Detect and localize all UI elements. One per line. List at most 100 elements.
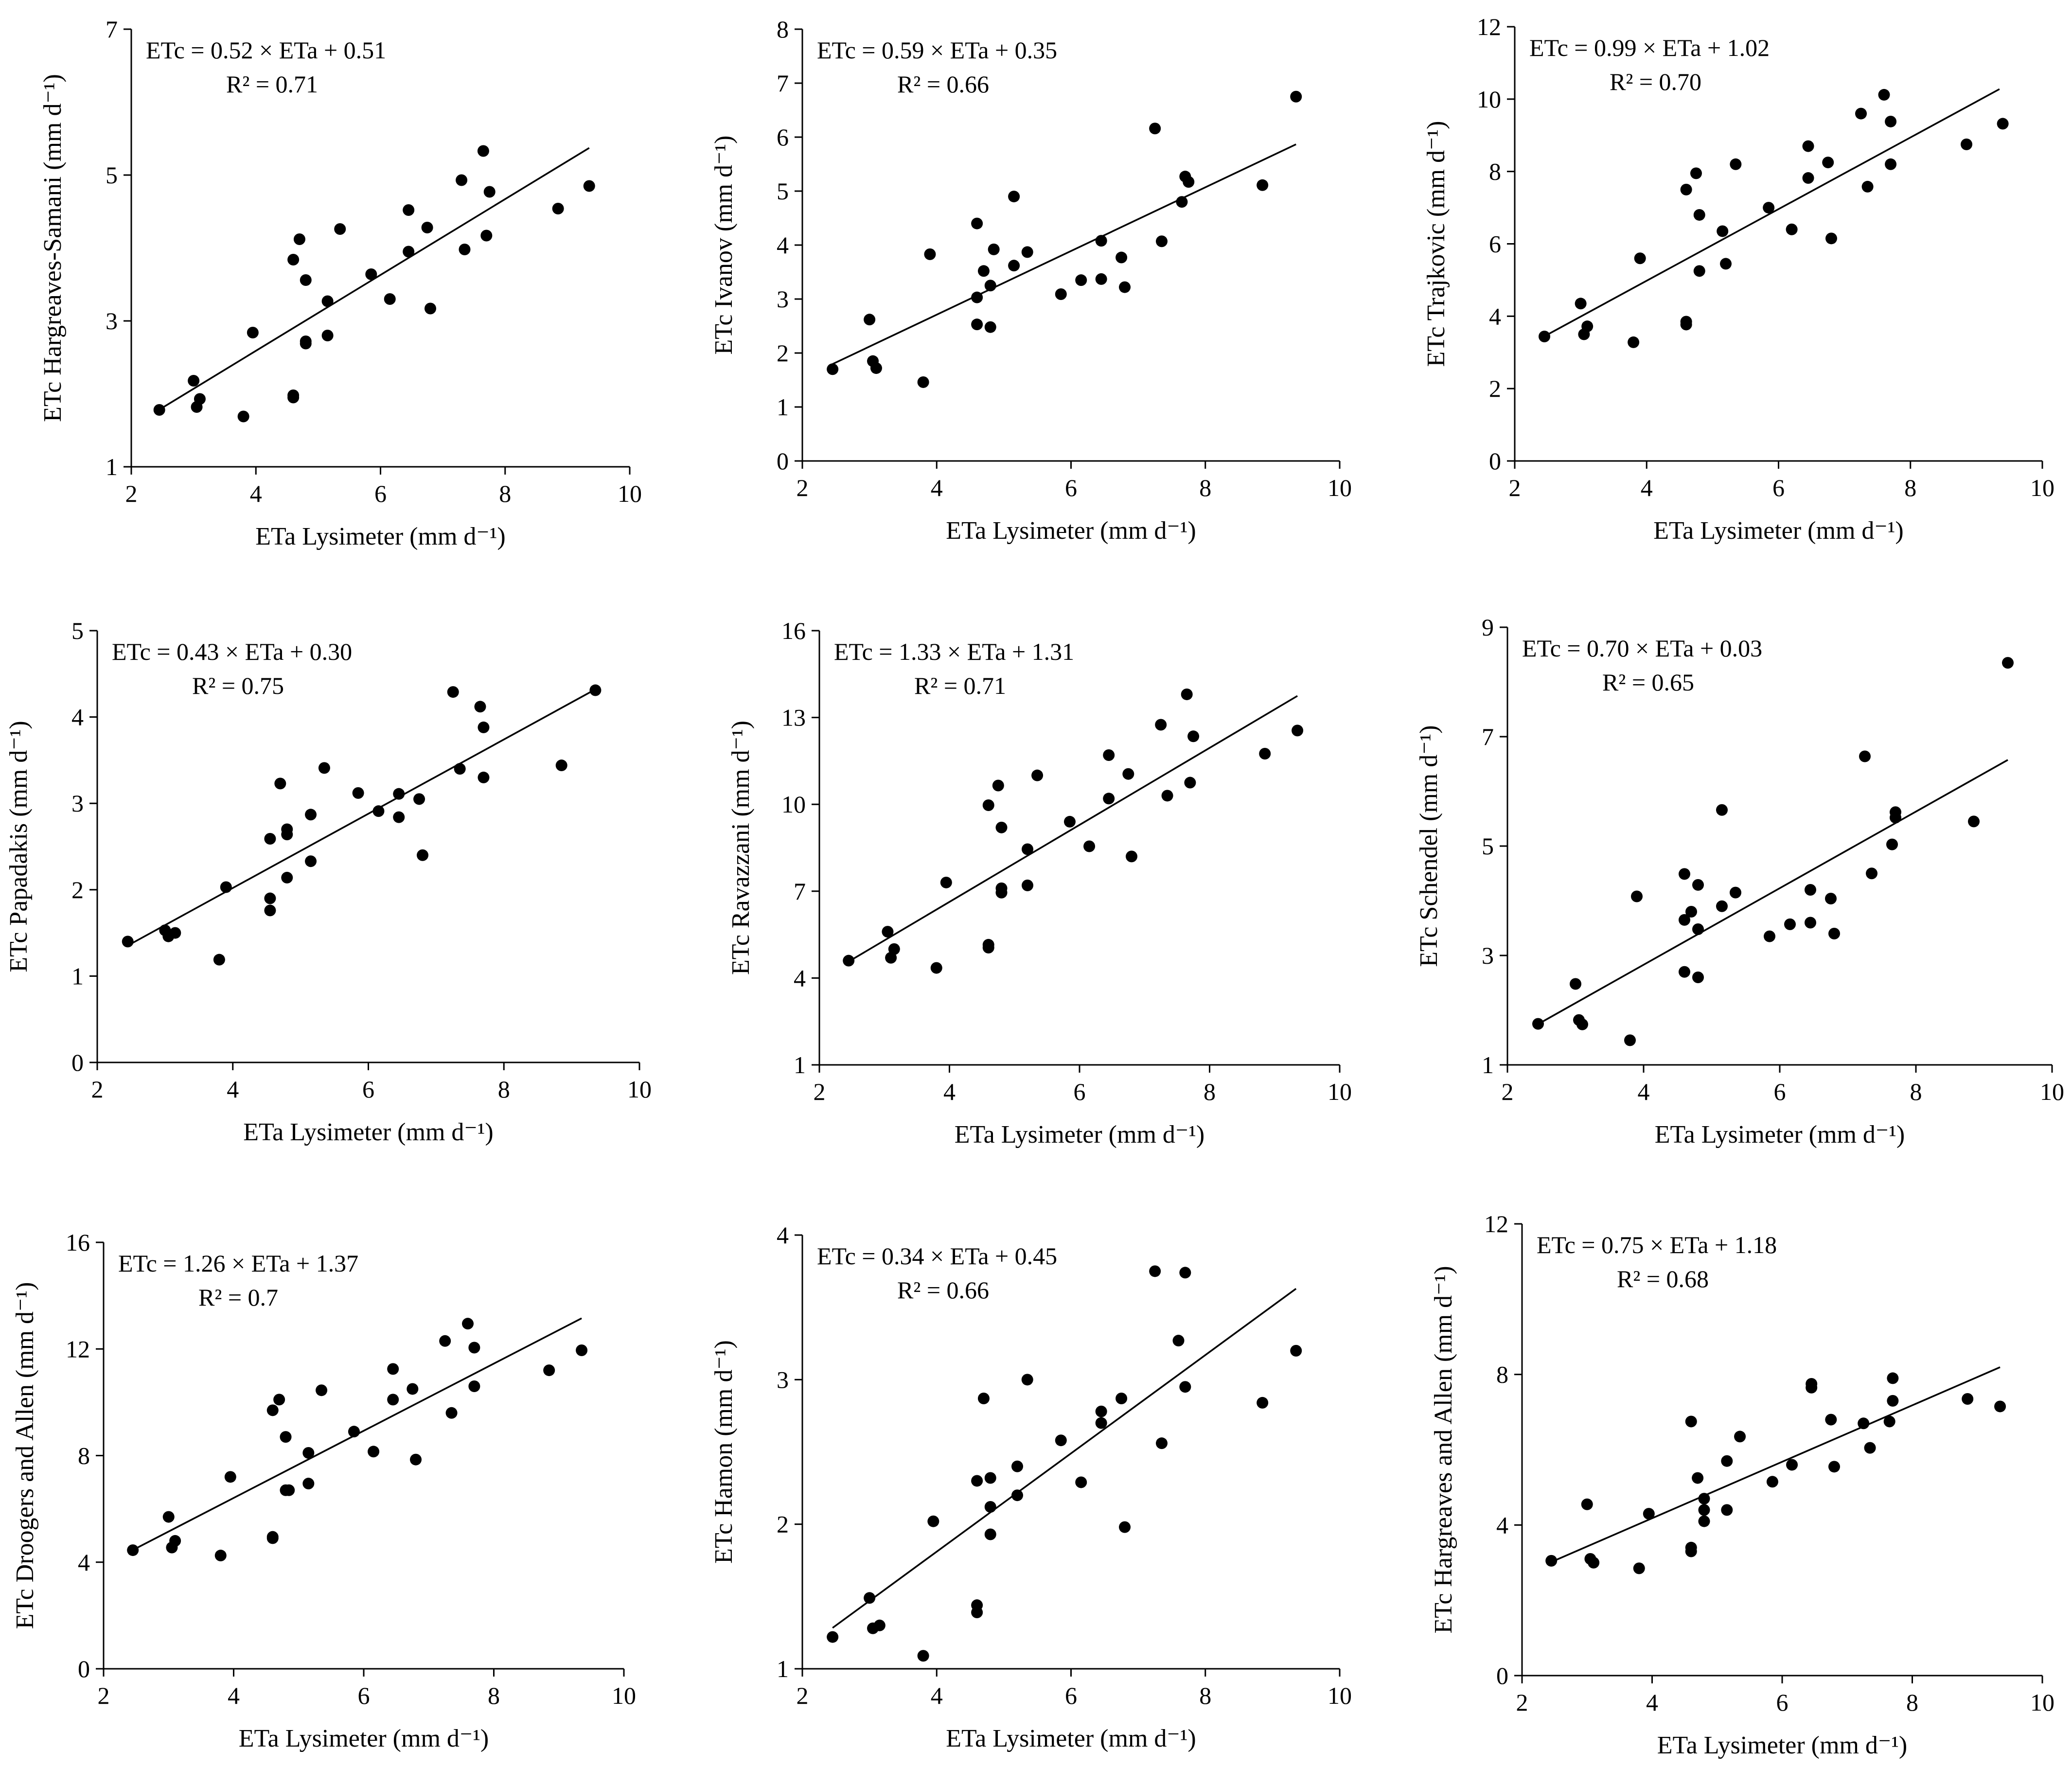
- data-point: [1886, 838, 1898, 850]
- data-point: [403, 246, 415, 258]
- data-point: [971, 217, 983, 230]
- y-axis-title: ETc Droogers and Allen (mm d⁻¹): [11, 1282, 39, 1629]
- x-tick-label: 4: [1638, 1078, 1650, 1105]
- data-point: [1784, 918, 1796, 930]
- data-point: [456, 174, 468, 186]
- data-point: [1690, 167, 1702, 179]
- y-tick-label: 4: [78, 1549, 90, 1576]
- data-point: [302, 1478, 315, 1490]
- x-tick-label: 8: [1910, 1078, 1922, 1105]
- x-tick-label: 4: [931, 474, 943, 501]
- data-point: [316, 1384, 328, 1396]
- data-point: [417, 849, 428, 861]
- y-tick-label: 6: [777, 124, 789, 151]
- data-point: [281, 871, 293, 884]
- y-tick-label: 1: [794, 1051, 806, 1078]
- data-point: [1149, 123, 1161, 135]
- y-axis-title: ETc Trajkovic (mm d⁻¹): [1422, 121, 1450, 367]
- data-point: [1698, 1504, 1710, 1516]
- x-tick-label: 8: [1906, 1689, 1918, 1716]
- data-point: [1539, 331, 1551, 343]
- data-point: [474, 701, 486, 713]
- y-tick-label: 4: [71, 704, 84, 731]
- data-point: [1693, 209, 1705, 221]
- data-point: [483, 186, 496, 198]
- data-point: [1828, 928, 1840, 939]
- data-point: [1095, 1405, 1107, 1417]
- data-point: [368, 1446, 380, 1458]
- data-point: [1588, 1556, 1600, 1569]
- data-point: [984, 280, 996, 292]
- x-axis-title: ETa Lysimeter (mm d⁻¹): [1655, 1121, 1905, 1149]
- data-point: [1685, 1545, 1697, 1557]
- r-squared-label: R² = 0.71: [226, 71, 318, 98]
- data-point: [266, 1531, 279, 1543]
- data-point: [1149, 1265, 1161, 1277]
- data-point: [1806, 1381, 1818, 1394]
- x-tick-label: 6: [358, 1682, 370, 1709]
- data-point: [1116, 251, 1128, 264]
- y-tick-label: 2: [71, 876, 84, 903]
- data-point: [1885, 158, 1897, 170]
- r-squared-label: R² = 0.75: [192, 672, 284, 699]
- data-point: [927, 1515, 939, 1527]
- data-point: [1698, 1493, 1710, 1505]
- data-point: [480, 230, 493, 242]
- data-point: [984, 1472, 996, 1484]
- data-point: [287, 254, 300, 265]
- data-point: [293, 233, 305, 245]
- data-point: [984, 1528, 996, 1540]
- data-point: [873, 1619, 885, 1631]
- data-point: [169, 927, 181, 939]
- y-tick-label: 1: [777, 393, 789, 421]
- trend-line: [1538, 759, 2008, 1025]
- data-point: [982, 938, 994, 951]
- x-tick-label: 2: [98, 1682, 110, 1709]
- data-point: [1581, 1498, 1593, 1510]
- data-point: [1031, 769, 1044, 781]
- data-point: [384, 293, 396, 305]
- y-tick-label: 0: [71, 1049, 84, 1076]
- data-point: [827, 363, 839, 375]
- data-point: [300, 274, 312, 286]
- data-point: [468, 1380, 480, 1392]
- data-point: [1997, 118, 2009, 130]
- y-tick-label: 6: [1489, 230, 1501, 258]
- data-point: [264, 892, 276, 904]
- y-tick-label: 12: [66, 1335, 90, 1362]
- data-point: [321, 330, 334, 341]
- data-point: [1570, 978, 1581, 990]
- y-tick-label: 9: [1482, 614, 1494, 641]
- data-point: [393, 811, 405, 823]
- x-tick-label: 4: [228, 1682, 240, 1709]
- data-point: [1763, 202, 1775, 214]
- data-point: [1624, 1034, 1636, 1046]
- data-point: [1011, 1460, 1023, 1472]
- y-tick-label: 1: [106, 453, 118, 480]
- data-point: [995, 821, 1008, 833]
- data-point: [917, 376, 929, 388]
- x-tick-label: 10: [2030, 474, 2054, 501]
- data-point: [459, 244, 471, 255]
- y-tick-label: 7: [777, 70, 789, 97]
- data-point: [1634, 252, 1646, 265]
- data-point: [992, 779, 1004, 792]
- data-point: [1161, 790, 1173, 802]
- regression-equation: ETc = 0.75 × ETa + 1.18: [1537, 1231, 1777, 1258]
- data-point: [1103, 793, 1115, 805]
- data-point: [162, 1511, 175, 1523]
- y-tick-label: 8: [777, 16, 789, 43]
- y-tick-label: 0: [1496, 1662, 1508, 1689]
- data-point: [1720, 258, 1732, 270]
- x-tick-label: 8: [1199, 474, 1211, 501]
- data-point: [1887, 1395, 1899, 1407]
- data-point: [1155, 235, 1168, 247]
- data-point: [1155, 1437, 1168, 1449]
- y-tick-label: 16: [781, 617, 806, 644]
- data-point: [387, 1363, 399, 1375]
- y-axis-title: ETc Ivanov (mm d⁻¹): [710, 136, 738, 355]
- data-point: [1532, 1018, 1544, 1030]
- data-point: [1679, 914, 1690, 926]
- x-axis-title: ETa Lysimeter (mm d⁻¹): [243, 1118, 494, 1146]
- x-tick-label: 4: [1646, 1689, 1658, 1716]
